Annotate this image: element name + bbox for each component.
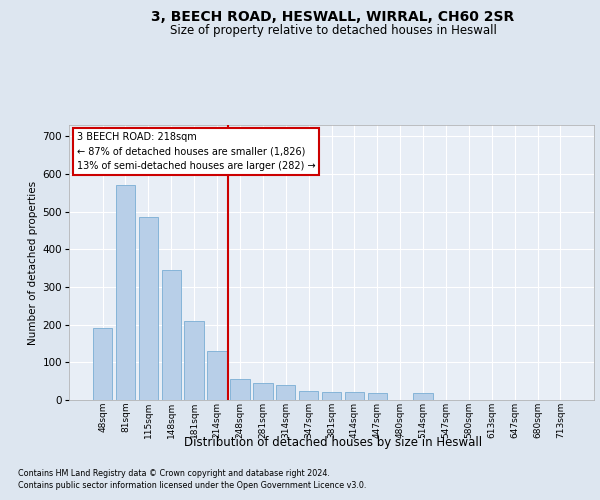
Bar [161, 270, 181, 400]
Bar [208, 351, 227, 400]
Y-axis label: Number of detached properties: Number of detached properties [28, 180, 38, 344]
Bar [276, 385, 295, 400]
Bar [184, 321, 204, 400]
Text: Contains public sector information licensed under the Open Government Licence v3: Contains public sector information licen… [18, 480, 367, 490]
Bar [322, 392, 341, 400]
Text: Size of property relative to detached houses in Heswall: Size of property relative to detached ho… [170, 24, 496, 37]
Bar [139, 218, 158, 400]
Bar [368, 393, 387, 400]
Bar [230, 380, 250, 400]
Bar [413, 393, 433, 400]
Bar [93, 328, 112, 400]
Text: 3 BEECH ROAD: 218sqm
← 87% of detached houses are smaller (1,826)
13% of semi-de: 3 BEECH ROAD: 218sqm ← 87% of detached h… [77, 132, 316, 172]
Bar [116, 186, 135, 400]
Text: 3, BEECH ROAD, HESWALL, WIRRAL, CH60 2SR: 3, BEECH ROAD, HESWALL, WIRRAL, CH60 2SR [151, 10, 515, 24]
Text: Distribution of detached houses by size in Heswall: Distribution of detached houses by size … [184, 436, 482, 449]
Text: Contains HM Land Registry data © Crown copyright and database right 2024.: Contains HM Land Registry data © Crown c… [18, 470, 330, 478]
Bar [253, 383, 272, 400]
Bar [344, 392, 364, 400]
Bar [299, 390, 319, 400]
